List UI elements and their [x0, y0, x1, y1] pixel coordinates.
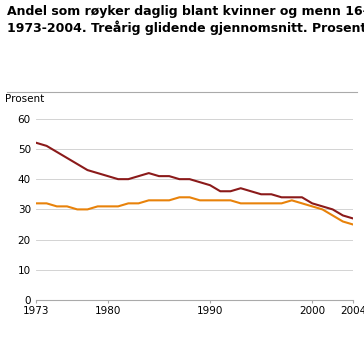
Line: Kvinner: Kvinner	[36, 197, 353, 224]
Kvinner	[331, 213, 335, 217]
Menn	[106, 174, 110, 178]
Kvinner	[218, 198, 222, 202]
Menn	[249, 189, 253, 193]
Kvinner	[341, 220, 345, 224]
Kvinner	[157, 198, 161, 202]
Menn	[290, 195, 294, 199]
Kvinner	[34, 201, 39, 206]
Menn	[85, 168, 90, 172]
Menn	[238, 186, 243, 190]
Kvinner	[95, 204, 100, 208]
Menn	[95, 171, 100, 175]
Menn	[331, 207, 335, 211]
Legend: Menn, Kvinner: Menn, Kvinner	[120, 345, 269, 349]
Menn	[280, 195, 284, 199]
Line: Menn: Menn	[36, 143, 353, 218]
Kvinner	[65, 204, 69, 208]
Kvinner	[187, 195, 192, 199]
Menn	[157, 174, 161, 178]
Text: Andel som røyker daglig blant kvinner og menn 16-74 år.
1973-2004. Treårig glide: Andel som røyker daglig blant kvinner og…	[7, 3, 364, 35]
Kvinner	[280, 201, 284, 206]
Kvinner	[300, 201, 304, 206]
Menn	[198, 180, 202, 184]
Kvinner	[126, 201, 131, 206]
Kvinner	[310, 204, 314, 208]
Text: Prosent: Prosent	[5, 94, 44, 104]
Kvinner	[198, 198, 202, 202]
Kvinner	[290, 198, 294, 202]
Menn	[44, 144, 49, 148]
Menn	[34, 141, 39, 145]
Kvinner	[249, 201, 253, 206]
Kvinner	[238, 201, 243, 206]
Kvinner	[177, 195, 182, 199]
Kvinner	[167, 198, 171, 202]
Menn	[228, 189, 233, 193]
Kvinner	[44, 201, 49, 206]
Menn	[65, 156, 69, 160]
Menn	[310, 201, 314, 206]
Kvinner	[351, 222, 355, 227]
Menn	[167, 174, 171, 178]
Menn	[147, 171, 151, 175]
Kvinner	[208, 198, 212, 202]
Menn	[208, 183, 212, 187]
Menn	[55, 150, 59, 154]
Menn	[269, 192, 273, 196]
Kvinner	[259, 201, 263, 206]
Kvinner	[228, 198, 233, 202]
Menn	[341, 213, 345, 217]
Kvinner	[320, 207, 325, 211]
Kvinner	[147, 198, 151, 202]
Kvinner	[106, 204, 110, 208]
Menn	[75, 162, 79, 166]
Menn	[116, 177, 120, 181]
Kvinner	[55, 204, 59, 208]
Menn	[187, 177, 192, 181]
Kvinner	[116, 204, 120, 208]
Menn	[136, 174, 141, 178]
Menn	[126, 177, 131, 181]
Kvinner	[85, 207, 90, 211]
Menn	[351, 216, 355, 221]
Menn	[259, 192, 263, 196]
Kvinner	[136, 201, 141, 206]
Menn	[218, 189, 222, 193]
Kvinner	[269, 201, 273, 206]
Menn	[177, 177, 182, 181]
Menn	[300, 195, 304, 199]
Menn	[320, 204, 325, 208]
Kvinner	[75, 207, 79, 211]
